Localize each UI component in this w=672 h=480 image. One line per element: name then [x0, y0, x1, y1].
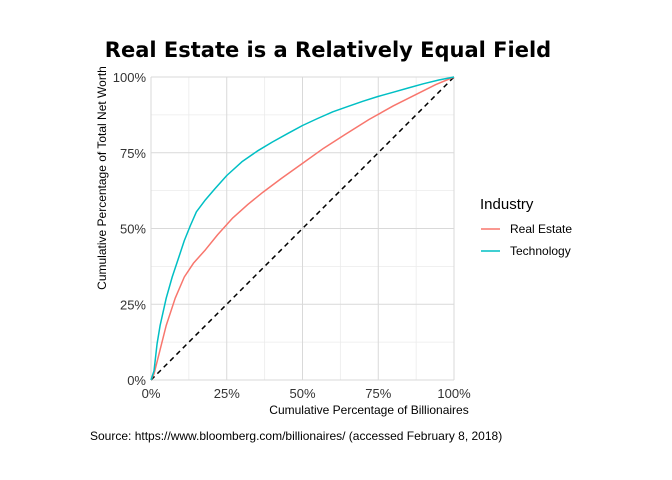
legend-title: Industry — [480, 196, 534, 213]
y-tick-label: 50% — [120, 222, 146, 237]
series-line-real-estate — [150, 76, 455, 381]
caption: Source: https://www.bloomberg.com/billio… — [90, 429, 502, 443]
plot-area: 0% 25% 50% 75% 100% 0% 25% 50% 75% 100% — [113, 70, 471, 401]
legend: Industry Real Estate Technology — [480, 196, 572, 258]
legend-item: Technology — [481, 244, 571, 258]
x-axis-title: Cumulative Percentage of Billionaires — [269, 403, 468, 417]
x-tick-label: 25% — [214, 386, 240, 401]
legend-item: Real Estate — [481, 222, 572, 236]
series-line-technology — [150, 76, 455, 381]
y-tick-label: 75% — [120, 146, 146, 161]
x-tick-label: 50% — [289, 386, 315, 401]
legend-label: Real Estate — [510, 222, 572, 236]
y-tick-label: 100% — [113, 70, 147, 85]
y-tick-label: 0% — [127, 373, 146, 388]
x-tick-label: 0% — [142, 386, 161, 401]
y-tick-label: 25% — [120, 297, 146, 312]
x-tick-label: 100% — [437, 386, 471, 401]
chart-title: Real Estate is a Relatively Equal Field — [105, 38, 551, 62]
x-tick-label: 75% — [365, 386, 391, 401]
y-axis-title: Cumulative Percentage of Total Net Worth — [95, 66, 109, 290]
legend-label: Technology — [510, 244, 571, 258]
